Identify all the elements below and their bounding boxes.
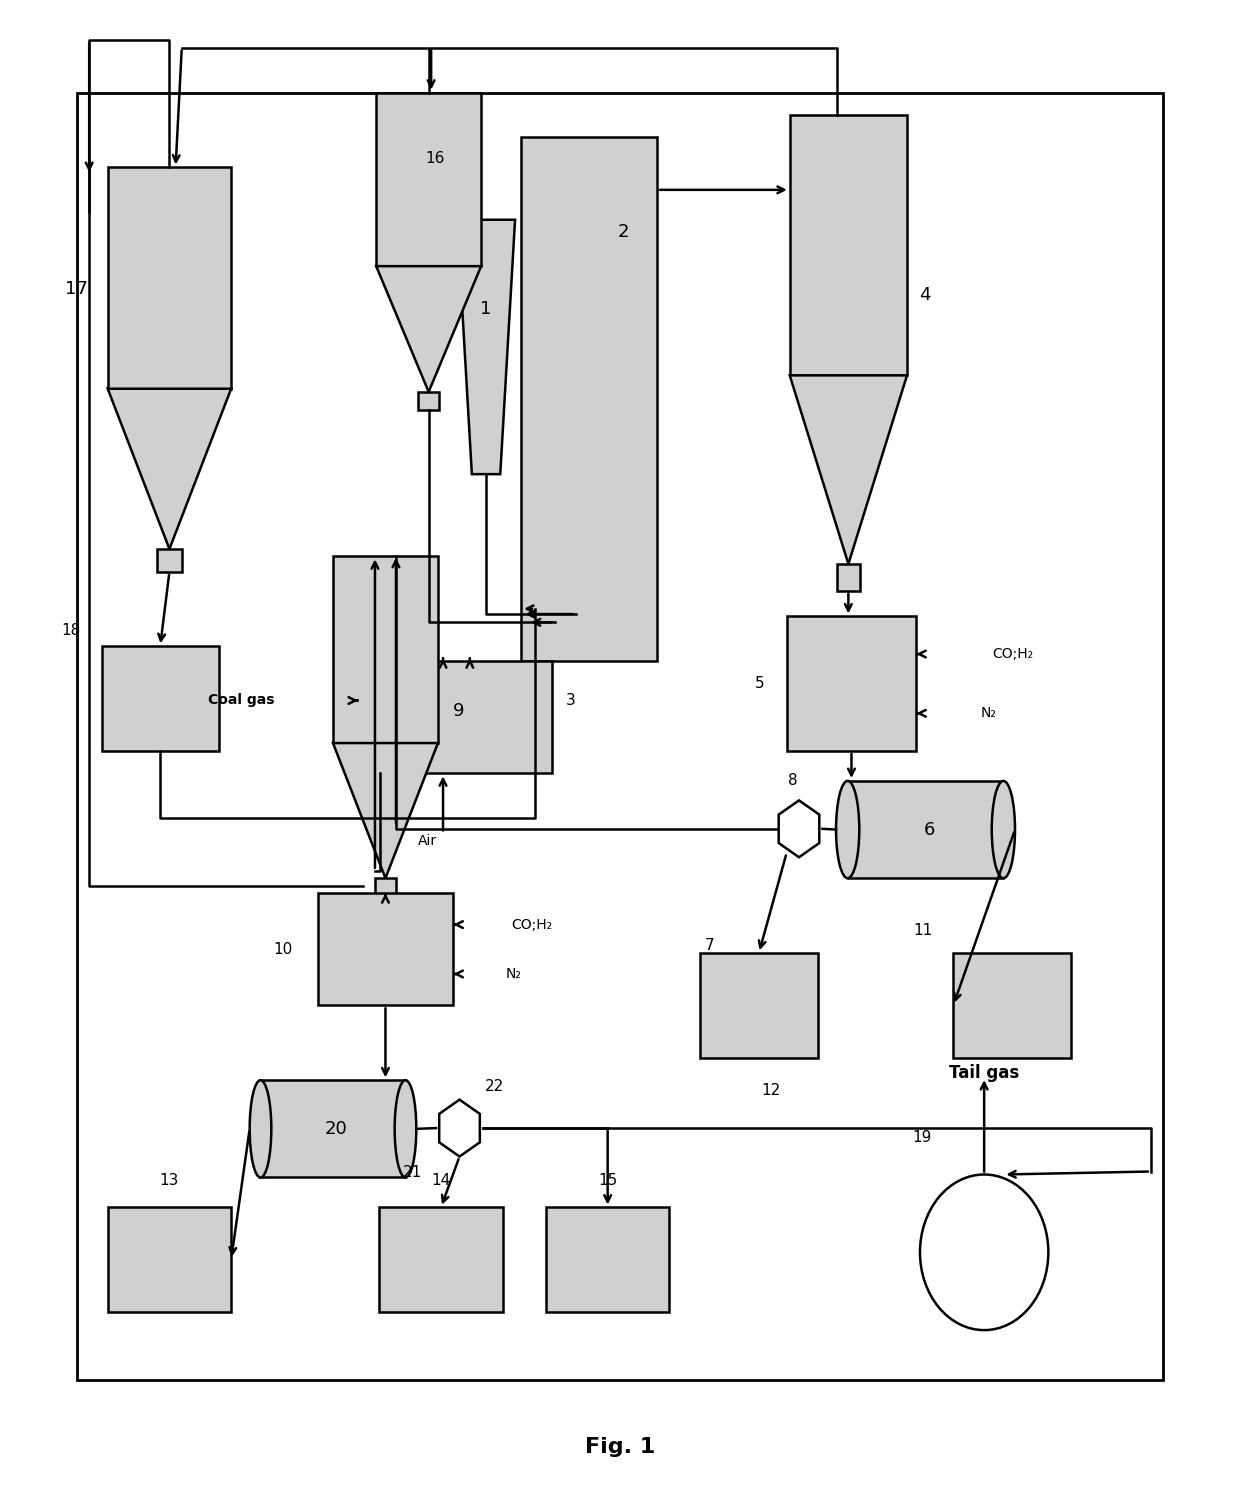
Bar	[790, 116, 906, 376]
Text: 19: 19	[913, 1130, 932, 1145]
Ellipse shape	[992, 781, 1016, 879]
Bar	[786, 616, 916, 751]
Text: Fig. 1: Fig. 1	[585, 1437, 655, 1457]
Bar	[379, 1208, 502, 1313]
Polygon shape	[376, 266, 481, 392]
Bar	[521, 138, 657, 661]
Text: 10: 10	[273, 942, 293, 957]
Text: Tail gas: Tail gas	[949, 1063, 1019, 1081]
Text: 7: 7	[704, 939, 714, 954]
Text: 18: 18	[61, 623, 81, 638]
Text: 4: 4	[919, 285, 930, 303]
Text: 11: 11	[913, 924, 932, 939]
Text: 16: 16	[425, 150, 444, 165]
Bar	[374, 879, 396, 898]
Bar	[317, 894, 454, 1005]
Text: Air: Air	[418, 834, 438, 847]
Text: N₂: N₂	[981, 706, 997, 721]
Polygon shape	[334, 743, 438, 879]
Text: 13: 13	[160, 1173, 179, 1188]
Bar	[701, 954, 817, 1057]
Bar	[157, 548, 182, 572]
Text: 21: 21	[403, 1166, 423, 1181]
Text: 15: 15	[598, 1173, 618, 1188]
Bar	[546, 1208, 670, 1313]
Text: 1: 1	[480, 300, 492, 318]
Text: 2: 2	[618, 222, 629, 240]
Ellipse shape	[249, 1080, 272, 1178]
Polygon shape	[458, 219, 515, 475]
Text: 22: 22	[485, 1078, 503, 1093]
Text: 14: 14	[432, 1173, 450, 1188]
Text: 20: 20	[325, 1120, 347, 1139]
Text: 8: 8	[787, 774, 797, 789]
Bar	[848, 781, 1003, 879]
Circle shape	[920, 1175, 1048, 1331]
Text: CO;H₂: CO;H₂	[992, 647, 1033, 661]
Ellipse shape	[836, 781, 859, 879]
Bar	[954, 954, 1070, 1057]
Bar	[102, 646, 218, 751]
Text: 9: 9	[453, 701, 465, 719]
Bar	[837, 563, 861, 590]
Polygon shape	[790, 376, 906, 563]
Text: Coal gas: Coal gas	[208, 694, 274, 707]
Bar	[108, 167, 231, 389]
Text: 17: 17	[66, 281, 88, 299]
Polygon shape	[779, 801, 820, 858]
Bar	[108, 1208, 231, 1313]
Bar	[376, 93, 481, 266]
Text: 5: 5	[755, 676, 764, 691]
Ellipse shape	[394, 1080, 417, 1178]
Bar	[418, 392, 439, 410]
Text: 3: 3	[565, 692, 575, 707]
Text: N₂: N₂	[506, 967, 521, 981]
Text: CO;H₂: CO;H₂	[511, 918, 552, 931]
Text: 12: 12	[761, 1083, 781, 1098]
Bar	[260, 1080, 405, 1178]
Bar	[77, 93, 1163, 1379]
Bar	[334, 556, 438, 743]
Polygon shape	[108, 389, 231, 548]
Polygon shape	[439, 1099, 480, 1157]
Text: 6: 6	[924, 820, 935, 838]
Bar	[361, 661, 552, 774]
